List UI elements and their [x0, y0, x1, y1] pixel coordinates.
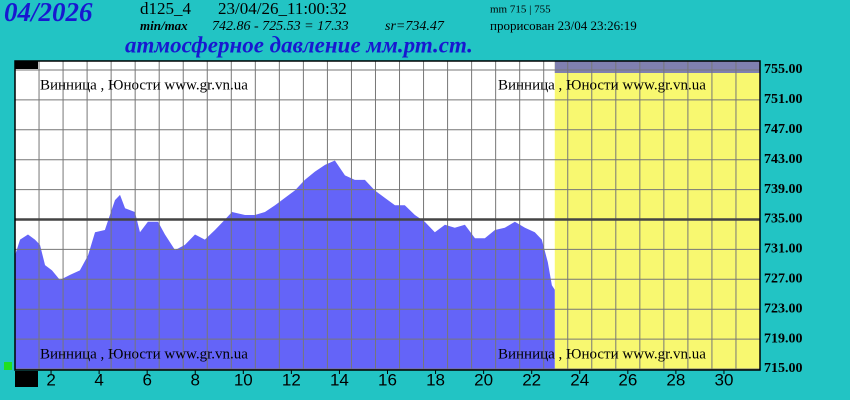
- y-tick-label: 715.00: [764, 361, 803, 376]
- status-dot: [4, 362, 12, 370]
- drawn: прорисован 23/04 23:26:19: [490, 18, 637, 33]
- y-tick-label: 747.00: [764, 122, 803, 137]
- x-tick-label: 2: [46, 370, 55, 389]
- x-tick-label: 24: [570, 370, 589, 389]
- x-tick-label: 8: [191, 370, 200, 389]
- y-tick-label: 735.00: [764, 212, 803, 227]
- pressure-area: [15, 160, 555, 369]
- x-tick-label: 30: [714, 370, 733, 389]
- forecast-region: [554, 61, 760, 370]
- y-tick-label: 719.00: [764, 331, 803, 346]
- y-tick-label: 739.00: [764, 182, 803, 197]
- x-tick-label: 20: [474, 370, 493, 389]
- forecast-bar: [554, 61, 760, 73]
- corner-block: [15, 371, 38, 387]
- x-tick-label: 16: [378, 370, 397, 389]
- annotation: Винница , Юности www.gr.vn.ua: [498, 346, 706, 362]
- chart-title: атмосферное давление мм.рт.ст.: [125, 32, 473, 57]
- minmax: 742.86 - 725.53 = 17.33: [212, 19, 349, 34]
- minmax-label: min/max: [140, 18, 188, 33]
- x-tick-label: 22: [522, 370, 541, 389]
- x-tick-label: 12: [282, 370, 301, 389]
- x-tick-label: 26: [618, 370, 637, 389]
- corner-block: [15, 61, 38, 69]
- annotation: Винница , Юности www.gr.vn.ua: [40, 77, 248, 93]
- period: 04/2026: [4, 0, 93, 27]
- x-tick-label: 6: [142, 370, 151, 389]
- timestamp: 23/04/26_11:00:32: [218, 0, 347, 18]
- x-tick-label: 10: [234, 370, 253, 389]
- annotation: Винница , Юности www.gr.vn.ua: [40, 346, 248, 362]
- mean: sr=734.47: [385, 19, 445, 34]
- y-tick-label: 731.00: [764, 242, 803, 257]
- annotation: Винница , Юности www.gr.vn.ua: [498, 77, 706, 93]
- x-tick-label: 28: [666, 370, 685, 389]
- x-tick-label: 14: [330, 370, 349, 389]
- y-tick-label: 751.00: [764, 92, 803, 107]
- y-tick-label: 755.00: [764, 62, 803, 77]
- y-tick-label: 727.00: [764, 272, 803, 287]
- x-tick-label: 18: [426, 370, 445, 389]
- y-tick-label: 723.00: [764, 301, 803, 316]
- station: d125_4: [140, 0, 192, 18]
- scale: mm 715 | 755: [490, 4, 551, 16]
- y-tick-label: 743.00: [764, 152, 803, 167]
- x-tick-label: 4: [94, 370, 103, 389]
